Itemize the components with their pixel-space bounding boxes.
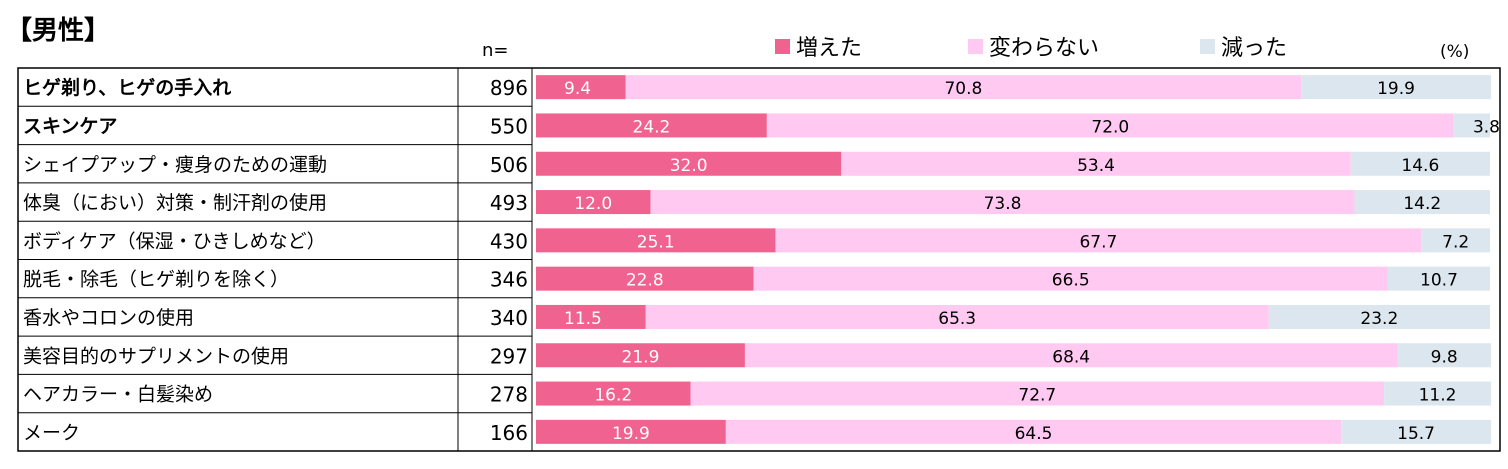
data-label: 68.4 bbox=[1052, 347, 1090, 367]
unit-label: (%) bbox=[1440, 42, 1470, 62]
bar-segment-increased bbox=[536, 151, 842, 176]
bar-segment-decreased bbox=[1453, 113, 1490, 138]
data-label: 15.7 bbox=[1397, 424, 1435, 444]
n-value: 297 bbox=[490, 344, 528, 368]
category-label: 美容目的のサプリメントの使用 bbox=[23, 345, 289, 367]
category-label: ヘアカラー・白髪染め bbox=[23, 384, 213, 406]
data-label: 16.2 bbox=[594, 386, 632, 406]
bar-segment-increased bbox=[536, 113, 767, 138]
data-label: 72.7 bbox=[1018, 386, 1056, 406]
legend-label-unchanged: 変わらない bbox=[989, 36, 1100, 61]
bar-segment-unchanged bbox=[725, 419, 1342, 444]
category-label: ボディケア（保湿・ひきしめなど） bbox=[23, 230, 326, 252]
bar-segment-unchanged bbox=[690, 381, 1385, 406]
data-label: 53.4 bbox=[1077, 156, 1115, 176]
bar-segment-unchanged bbox=[775, 228, 1422, 253]
bar-segment-increased bbox=[536, 304, 646, 329]
legend-swatch-unchanged bbox=[968, 38, 983, 54]
n-column-header: n= bbox=[482, 40, 509, 61]
bar-segment-decreased bbox=[1301, 75, 1491, 100]
bar-segment-decreased bbox=[1384, 381, 1491, 406]
data-label: 67.7 bbox=[1079, 232, 1117, 252]
data-label: 66.5 bbox=[1052, 271, 1090, 291]
legend-label-increased: 増えた bbox=[796, 36, 863, 61]
category-label: 香水やコロンの使用 bbox=[23, 307, 194, 329]
data-label: 25.1 bbox=[637, 232, 675, 252]
data-label: 21.9 bbox=[622, 347, 660, 367]
bar-segment-increased bbox=[536, 190, 651, 215]
category-label: 脱毛・除毛（ヒゲ剃りを除く） bbox=[23, 269, 289, 291]
bar-segment-increased bbox=[536, 75, 626, 100]
n-value: 506 bbox=[490, 153, 528, 177]
data-label: 12.0 bbox=[574, 194, 612, 214]
category-label: スキンケア bbox=[23, 115, 117, 137]
category-label: 体臭（におい）対策・制汗剤の使用 bbox=[23, 192, 327, 214]
bar-segment-unchanged bbox=[625, 75, 1302, 100]
bar-segment-increased bbox=[536, 266, 754, 291]
bar-segment-unchanged bbox=[645, 304, 1269, 329]
data-label: 10.7 bbox=[1420, 271, 1458, 291]
legend-swatch-decreased bbox=[1200, 38, 1215, 54]
legend-label-decreased: 減った bbox=[1221, 36, 1288, 61]
category-label: シェイプアップ・痩身のための運動 bbox=[23, 154, 327, 176]
data-label: 64.5 bbox=[1015, 424, 1053, 444]
bar-segment-unchanged bbox=[766, 113, 1454, 138]
data-label: 9.4 bbox=[564, 79, 591, 99]
data-label: 19.9 bbox=[1377, 79, 1415, 99]
bar-segment-unchanged bbox=[753, 266, 1388, 291]
legend-item-increased: 増えた bbox=[775, 30, 862, 62]
n-value: 166 bbox=[490, 421, 528, 445]
bar-segment-decreased bbox=[1387, 266, 1490, 291]
data-label: 24.2 bbox=[633, 117, 671, 137]
data-label: 9.8 bbox=[1431, 347, 1458, 367]
data-label: 11.2 bbox=[1419, 386, 1457, 406]
n-value: 493 bbox=[490, 191, 528, 215]
category-label: メーク bbox=[23, 422, 80, 444]
n-value: 550 bbox=[490, 114, 528, 138]
bar-segment-unchanged bbox=[650, 190, 1355, 215]
bar-segment-decreased bbox=[1421, 228, 1490, 253]
category-label: ヒゲ剃り、ヒゲの手入れ bbox=[23, 76, 231, 99]
bar-segment-unchanged bbox=[744, 343, 1398, 368]
data-label: 22.8 bbox=[626, 271, 664, 291]
n-value: 278 bbox=[490, 383, 528, 407]
data-label: 19.9 bbox=[612, 424, 650, 444]
n-value: 430 bbox=[490, 229, 528, 253]
bar-segment-increased bbox=[536, 419, 726, 444]
page-title: 【男性】 bbox=[6, 16, 111, 46]
bar-segment-increased bbox=[536, 381, 691, 406]
data-label: 3.8 bbox=[1473, 117, 1500, 137]
data-label: 11.5 bbox=[564, 309, 602, 329]
bar-segment-decreased bbox=[1341, 419, 1491, 444]
n-value: 896 bbox=[490, 76, 528, 100]
bar-segment-increased bbox=[536, 228, 776, 253]
data-label: 32.0 bbox=[670, 156, 708, 176]
bar-segment-unchanged bbox=[841, 151, 1351, 176]
data-label: 70.8 bbox=[944, 79, 982, 99]
bar-segment-decreased bbox=[1354, 190, 1490, 215]
data-label: 65.3 bbox=[938, 309, 976, 329]
data-label: 23.2 bbox=[1360, 309, 1398, 329]
data-label: 7.2 bbox=[1442, 232, 1469, 252]
data-label: 72.0 bbox=[1091, 117, 1129, 137]
data-label: 14.2 bbox=[1403, 194, 1441, 214]
data-label: 73.8 bbox=[984, 194, 1022, 214]
n-value: 340 bbox=[490, 306, 528, 330]
legend-item-decreased: 減った bbox=[1200, 30, 1287, 62]
bar-segment-decreased bbox=[1397, 343, 1491, 368]
n-value: 346 bbox=[490, 268, 528, 292]
data-label: 14.6 bbox=[1401, 156, 1439, 176]
bar-segment-increased bbox=[536, 343, 745, 368]
bar-segment-decreased bbox=[1268, 304, 1490, 329]
bar-segment-decreased bbox=[1350, 151, 1490, 176]
legend-item-unchanged: 変わらない bbox=[968, 30, 1099, 62]
legend-swatch-increased bbox=[775, 38, 790, 54]
